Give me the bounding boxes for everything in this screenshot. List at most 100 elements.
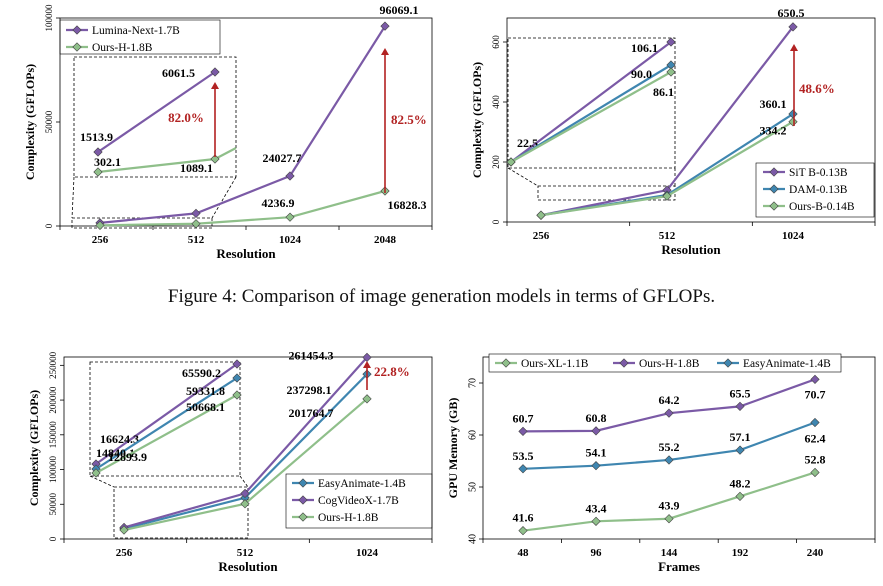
inset-label: 12893.9 <box>108 450 147 464</box>
data-point <box>735 401 745 412</box>
data-point <box>591 516 601 526</box>
data-label: 70.7 <box>805 387 826 401</box>
data-point <box>240 488 250 499</box>
data-label: 64.2 <box>659 393 680 407</box>
x-tick-label: 144 <box>661 547 678 559</box>
inset-label: 302.1 <box>94 155 121 169</box>
data-label: 360.1 <box>760 97 787 111</box>
legend-marker <box>619 358 629 368</box>
chart-sit-dam-ours: 0 200 400 600 256 512 1024 Resolution Complexity… <box>470 6 876 257</box>
y-tick-label: 60 <box>467 430 478 440</box>
data-point <box>735 491 745 501</box>
legend-marker <box>298 495 308 505</box>
y-tick-label: 400 <box>491 95 501 109</box>
inset-line-green <box>510 71 672 163</box>
data-label: 53.5 <box>513 449 534 463</box>
inset-line-purple <box>95 363 238 465</box>
data-point <box>664 514 674 524</box>
data-point <box>518 526 528 536</box>
legend-label: Ours-XL-1.1B <box>521 358 589 370</box>
x-tick-label: 256 <box>533 230 550 242</box>
data-point <box>591 426 601 436</box>
inset-point <box>506 157 516 167</box>
series-line-purple <box>99 25 386 224</box>
legend-box <box>488 353 842 373</box>
legend-marker <box>298 478 308 488</box>
legend-marker <box>298 512 308 522</box>
x-tick-label: 1024 <box>356 547 379 559</box>
data-label: 48.2 <box>730 476 751 490</box>
zoom-connector <box>211 176 237 219</box>
reduction-arrow-head <box>381 48 389 55</box>
x-tick-label: 192 <box>732 547 749 559</box>
x-tick-label: 96 <box>591 547 603 559</box>
data-label: 43.9 <box>659 499 680 513</box>
legend-label: DAM-0.13B <box>789 184 848 196</box>
legend-marker <box>501 358 511 368</box>
inset-point <box>232 373 242 383</box>
data-point <box>591 461 601 471</box>
x-axis-label: Resolution <box>661 242 721 257</box>
data-label: 60.7 <box>513 411 534 425</box>
y-tick-label: 50 <box>467 482 478 492</box>
inset-point <box>232 359 242 369</box>
plot-frame <box>506 17 876 223</box>
x-tick-label: 2048 <box>374 234 397 246</box>
inset-label: 22.5 <box>517 136 538 150</box>
inset-label: 65590.2 <box>182 366 221 380</box>
inset-reduction-label: 82.0% <box>168 110 204 125</box>
y-axis-label: Complexity (GFLOPs) <box>27 390 41 506</box>
y-tick-label: 200 <box>491 155 501 169</box>
reduction-label: 22.8% <box>374 364 410 379</box>
y-tick-label: 0 <box>44 223 54 228</box>
x-tick-label: 1024 <box>782 230 805 242</box>
data-label: 237298.1 <box>287 383 332 397</box>
y-axis-label: GPU Memory (GB) <box>446 398 460 499</box>
zoom-connector <box>507 167 539 187</box>
legend-label: CogVideoX-1.7B <box>318 495 399 507</box>
inset-point <box>91 468 101 478</box>
x-axis-label: Frames <box>658 559 700 574</box>
data-label: 62.4 <box>805 432 826 446</box>
y-tick-label: 600 <box>491 35 501 49</box>
inset-line-blue <box>95 377 238 470</box>
data-point <box>518 426 528 436</box>
zoom-connector <box>89 475 115 488</box>
legend-marker <box>769 201 779 211</box>
data-point <box>95 220 105 230</box>
inset-point <box>666 67 676 77</box>
inset-label: 90.0 <box>631 67 652 81</box>
data-label: 201764.7 <box>289 406 334 420</box>
data-point <box>662 191 672 201</box>
data-label: 261454.3 <box>289 348 334 362</box>
inset-point <box>210 154 220 164</box>
x-tick-label: 256 <box>92 234 109 246</box>
x-tick-label: 240 <box>807 547 824 559</box>
y-tick-label: 70 <box>467 378 478 388</box>
inset-label: 106.1 <box>631 41 658 55</box>
legend-label: Ours-H-1.8B <box>639 358 700 370</box>
y-tick-label: 100000 <box>44 4 54 32</box>
data-point <box>285 171 295 181</box>
data-label: 55.2 <box>659 440 680 454</box>
x-tick-label: 48 <box>518 547 530 559</box>
inset-label: 1513.9 <box>80 130 113 144</box>
data-point <box>240 499 250 509</box>
data-point <box>788 117 798 127</box>
reduction-label: 82.5% <box>391 112 427 127</box>
legend-label: EasyAnimate-1.4B <box>318 478 406 490</box>
inset-label: 50668.1 <box>186 400 225 414</box>
zoom-connector <box>71 176 75 219</box>
data-label: 41.6 <box>513 511 534 525</box>
figure-caption: Figure 4: Comparison of image generation… <box>167 286 716 307</box>
legend-box <box>59 19 221 55</box>
legend-label: SiT B-0.13B <box>789 167 848 179</box>
inset-label: 6061.5 <box>162 66 195 80</box>
inset-label: 86.1 <box>653 85 674 99</box>
inset-arrow-head <box>211 82 219 89</box>
data-point <box>810 417 820 428</box>
data-point <box>810 374 820 384</box>
y-tick-label: 150000 <box>48 421 58 449</box>
x-axis-label: Resolution <box>218 559 278 574</box>
inset-line-purple <box>97 71 216 153</box>
